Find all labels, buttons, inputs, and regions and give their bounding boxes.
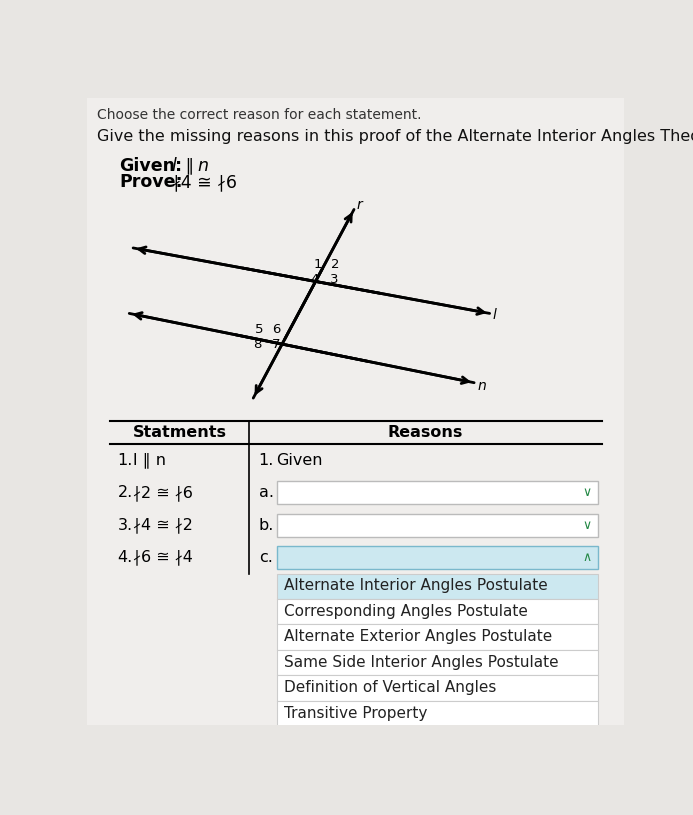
Text: l: l xyxy=(493,308,497,322)
Bar xyxy=(277,513,598,537)
Bar xyxy=(277,574,598,599)
Text: l: l xyxy=(172,156,177,174)
Text: 2: 2 xyxy=(331,258,340,271)
Text: 4.: 4. xyxy=(118,550,133,565)
Text: Alternate Interior Angles Postulate: Alternate Interior Angles Postulate xyxy=(284,579,548,593)
Text: b.: b. xyxy=(258,518,274,533)
Text: 3.: 3. xyxy=(118,518,133,533)
Text: 6: 6 xyxy=(272,323,280,336)
Text: 5: 5 xyxy=(255,323,263,336)
Text: Same Side Interior Angles Postulate: Same Side Interior Angles Postulate xyxy=(284,654,559,670)
Text: Transitive Property: Transitive Property xyxy=(284,706,428,720)
Text: c.: c. xyxy=(258,550,272,565)
Text: a.: a. xyxy=(258,485,274,500)
Text: 1: 1 xyxy=(314,258,322,271)
Text: Alternate Exterior Angles Postulate: Alternate Exterior Angles Postulate xyxy=(284,629,552,645)
Text: Give the missing reasons in this proof of the Alternate Interior Angles Theorem.: Give the missing reasons in this proof o… xyxy=(98,129,693,143)
Text: l ∥ n: l ∥ n xyxy=(133,452,166,469)
Text: ∧: ∧ xyxy=(583,551,592,564)
Text: ∥: ∥ xyxy=(179,156,200,174)
Text: Choose the correct reason for each statement.: Choose the correct reason for each state… xyxy=(98,108,422,121)
Bar xyxy=(277,650,598,676)
Text: ∤6 ≅ ∤4: ∤6 ≅ ∤4 xyxy=(133,549,193,566)
Bar xyxy=(277,624,598,650)
Text: Statments: Statments xyxy=(132,425,227,440)
Bar xyxy=(277,599,598,624)
Text: Definition of Vertical Angles: Definition of Vertical Angles xyxy=(284,681,497,695)
Text: Corresponding Angles Postulate: Corresponding Angles Postulate xyxy=(284,604,528,619)
Text: r: r xyxy=(356,198,362,212)
Text: n: n xyxy=(477,379,486,393)
Text: ∤4 ≅ ∤6: ∤4 ≅ ∤6 xyxy=(172,174,237,192)
Bar xyxy=(277,482,598,504)
Text: ∤4 ≅ ∤2: ∤4 ≅ ∤2 xyxy=(133,518,193,533)
Text: 2.: 2. xyxy=(118,485,133,500)
Text: Reasons: Reasons xyxy=(387,425,463,440)
Bar xyxy=(277,676,598,701)
Text: 7: 7 xyxy=(272,338,281,351)
Text: 1.: 1. xyxy=(118,453,133,468)
Text: 3: 3 xyxy=(330,273,338,286)
Text: Prove:: Prove: xyxy=(119,174,183,192)
Text: ∨: ∨ xyxy=(583,518,592,531)
Text: Given: Given xyxy=(277,453,323,468)
Bar xyxy=(277,546,598,569)
Text: 4: 4 xyxy=(310,273,319,286)
Text: n: n xyxy=(198,156,209,174)
Text: 1.: 1. xyxy=(258,453,274,468)
Text: ∨: ∨ xyxy=(583,487,592,500)
Text: Given:: Given: xyxy=(119,156,182,174)
Text: ∤2 ≅ ∤6: ∤2 ≅ ∤6 xyxy=(133,485,193,500)
Bar xyxy=(277,701,598,726)
Text: 8: 8 xyxy=(253,338,262,351)
